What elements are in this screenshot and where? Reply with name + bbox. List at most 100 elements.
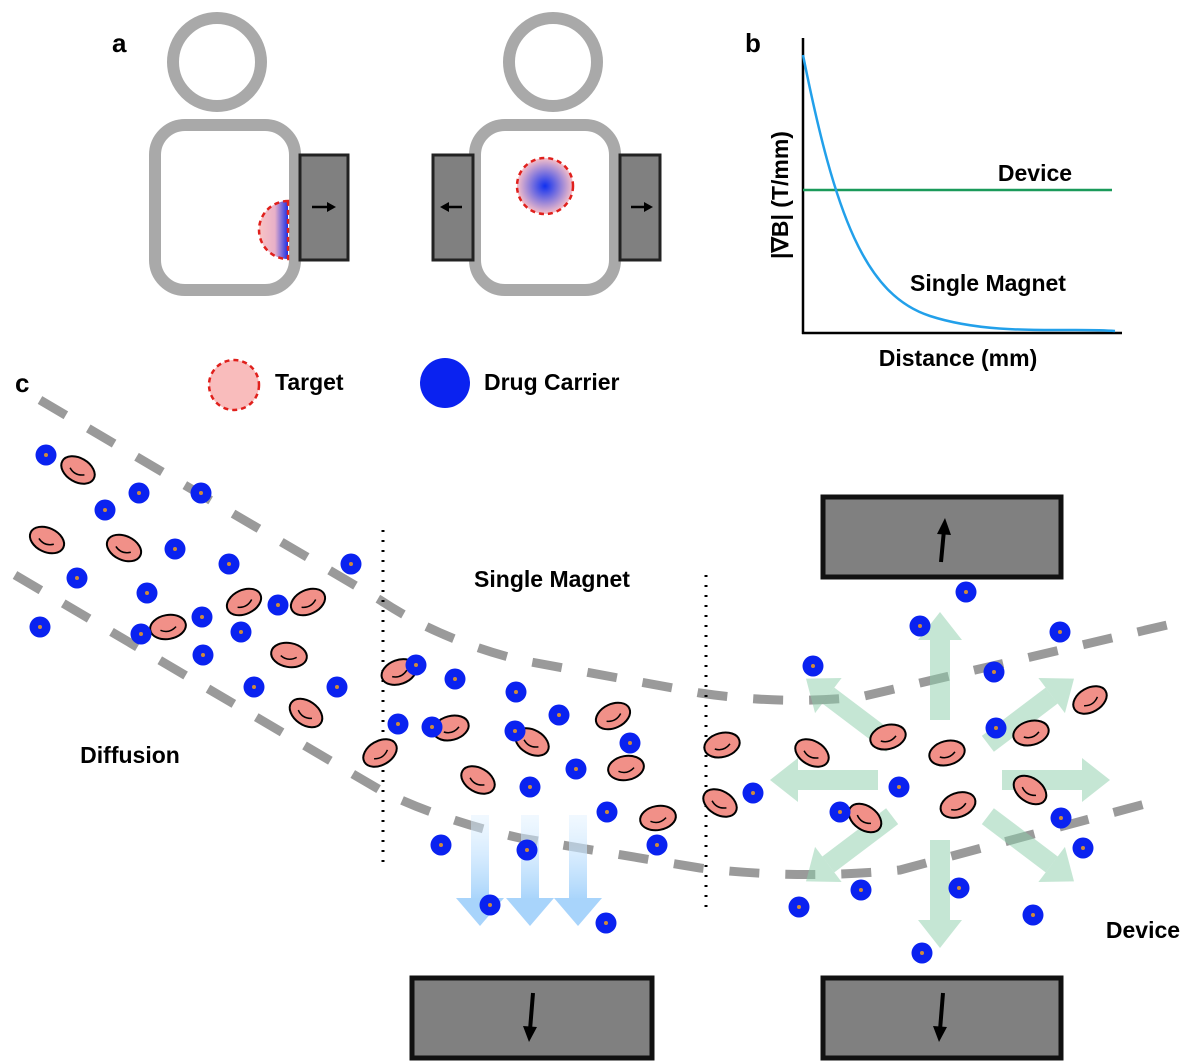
green-arrow-head [770, 758, 798, 802]
blue-arrow [569, 815, 587, 900]
blood-cell [638, 803, 678, 833]
carrier-core [513, 729, 517, 733]
blood-cell [927, 737, 968, 769]
carrier-core [349, 562, 353, 566]
carrier-core [239, 630, 243, 634]
blood-cell [456, 761, 499, 800]
carrier-core [453, 677, 457, 681]
legend-carrier-icon [420, 358, 470, 408]
carrier-core [430, 725, 434, 729]
carrier-core [525, 848, 529, 852]
blood-cell [269, 640, 309, 670]
carrier-core [1081, 846, 1085, 850]
green-arrow [988, 816, 1052, 864]
magnet [300, 155, 348, 260]
blood-cell [287, 584, 330, 621]
region-label: Device [1106, 917, 1180, 943]
carrier-core [414, 663, 418, 667]
panel-label: b [745, 28, 761, 58]
carrier-core [488, 903, 492, 907]
blood-cell [606, 753, 646, 783]
carrier-core [335, 685, 339, 689]
cell-body [456, 761, 499, 800]
carrier-core [751, 791, 755, 795]
blood-cell [223, 584, 266, 621]
blood-cell [26, 522, 69, 559]
carrier-core [957, 886, 961, 890]
x-axis-label: Distance (mm) [879, 345, 1037, 371]
carrier-core [199, 491, 203, 495]
carrier-core [396, 722, 400, 726]
cell-body [592, 698, 635, 735]
carrier-core [528, 785, 532, 789]
carrier-core [200, 615, 204, 619]
carrier-core [964, 590, 968, 594]
carrier-core [992, 670, 996, 674]
cell-body [148, 612, 188, 642]
carrier-core [628, 741, 632, 745]
legend-target-icon [209, 360, 259, 410]
blood-cell [592, 698, 635, 735]
blood-cell [284, 693, 327, 733]
cell-body [927, 737, 968, 769]
green-arrow-head [1082, 758, 1110, 802]
curve-label: Single Magnet [910, 270, 1066, 296]
carrier-core [514, 690, 518, 694]
blue-arrow-head [554, 898, 602, 926]
legend-label: Target [275, 369, 344, 395]
carrier-core [920, 951, 924, 955]
carrier-core [44, 453, 48, 457]
carrier-core [811, 664, 815, 668]
carrier-core [38, 625, 42, 629]
carrier-core [897, 785, 901, 789]
carrier-core [145, 591, 149, 595]
cell-body [287, 584, 330, 621]
blood-cell [1068, 681, 1111, 720]
cell-body [223, 584, 266, 621]
figure: a b Device Single Magnet |∇B| (T/mm) Dis… [0, 0, 1196, 1061]
cell-body [26, 522, 69, 559]
carrier-core [227, 562, 231, 566]
carrier-core [173, 547, 177, 551]
carrier-core [605, 810, 609, 814]
blood-cell [103, 530, 146, 567]
body-right [475, 18, 615, 290]
cell-body [284, 693, 327, 733]
cell-body [702, 729, 743, 761]
legend-label: Drug Carrier [484, 369, 620, 395]
panel-label: a [112, 28, 127, 58]
carrier-core [655, 843, 659, 847]
cell-body [103, 530, 146, 567]
carrier-core [201, 653, 205, 657]
blood-cell [937, 788, 979, 823]
region-label: Diffusion [80, 742, 180, 768]
carrier-core [103, 508, 107, 512]
blue-arrow-head [506, 898, 554, 926]
panel-label: c [15, 368, 29, 398]
vessel [15, 400, 1180, 875]
cell-body [1068, 681, 1111, 720]
carrier-core [1058, 630, 1062, 634]
carrier-core [918, 624, 922, 628]
cell-body [638, 803, 678, 833]
region-label: Single Magnet [474, 566, 630, 592]
blood-cell [702, 729, 743, 761]
carrier-core [994, 726, 998, 730]
carrier-core [859, 888, 863, 892]
carrier-core [1059, 816, 1063, 820]
cell-body [937, 788, 979, 823]
carrier-core [139, 632, 143, 636]
carrier-core [557, 713, 561, 717]
cell-body [606, 753, 646, 783]
cell-body [56, 451, 99, 490]
blood-cell [148, 612, 188, 642]
blood-cell [358, 734, 401, 773]
carrier-core [252, 685, 256, 689]
carrier-core [604, 921, 608, 925]
carrier-core [797, 905, 801, 909]
carrier-core [574, 767, 578, 771]
carrier-core [276, 603, 280, 607]
y-axis-label: |∇B| (T/mm) [767, 131, 793, 259]
curve-label: Device [998, 160, 1072, 186]
carrier-core [75, 576, 79, 580]
